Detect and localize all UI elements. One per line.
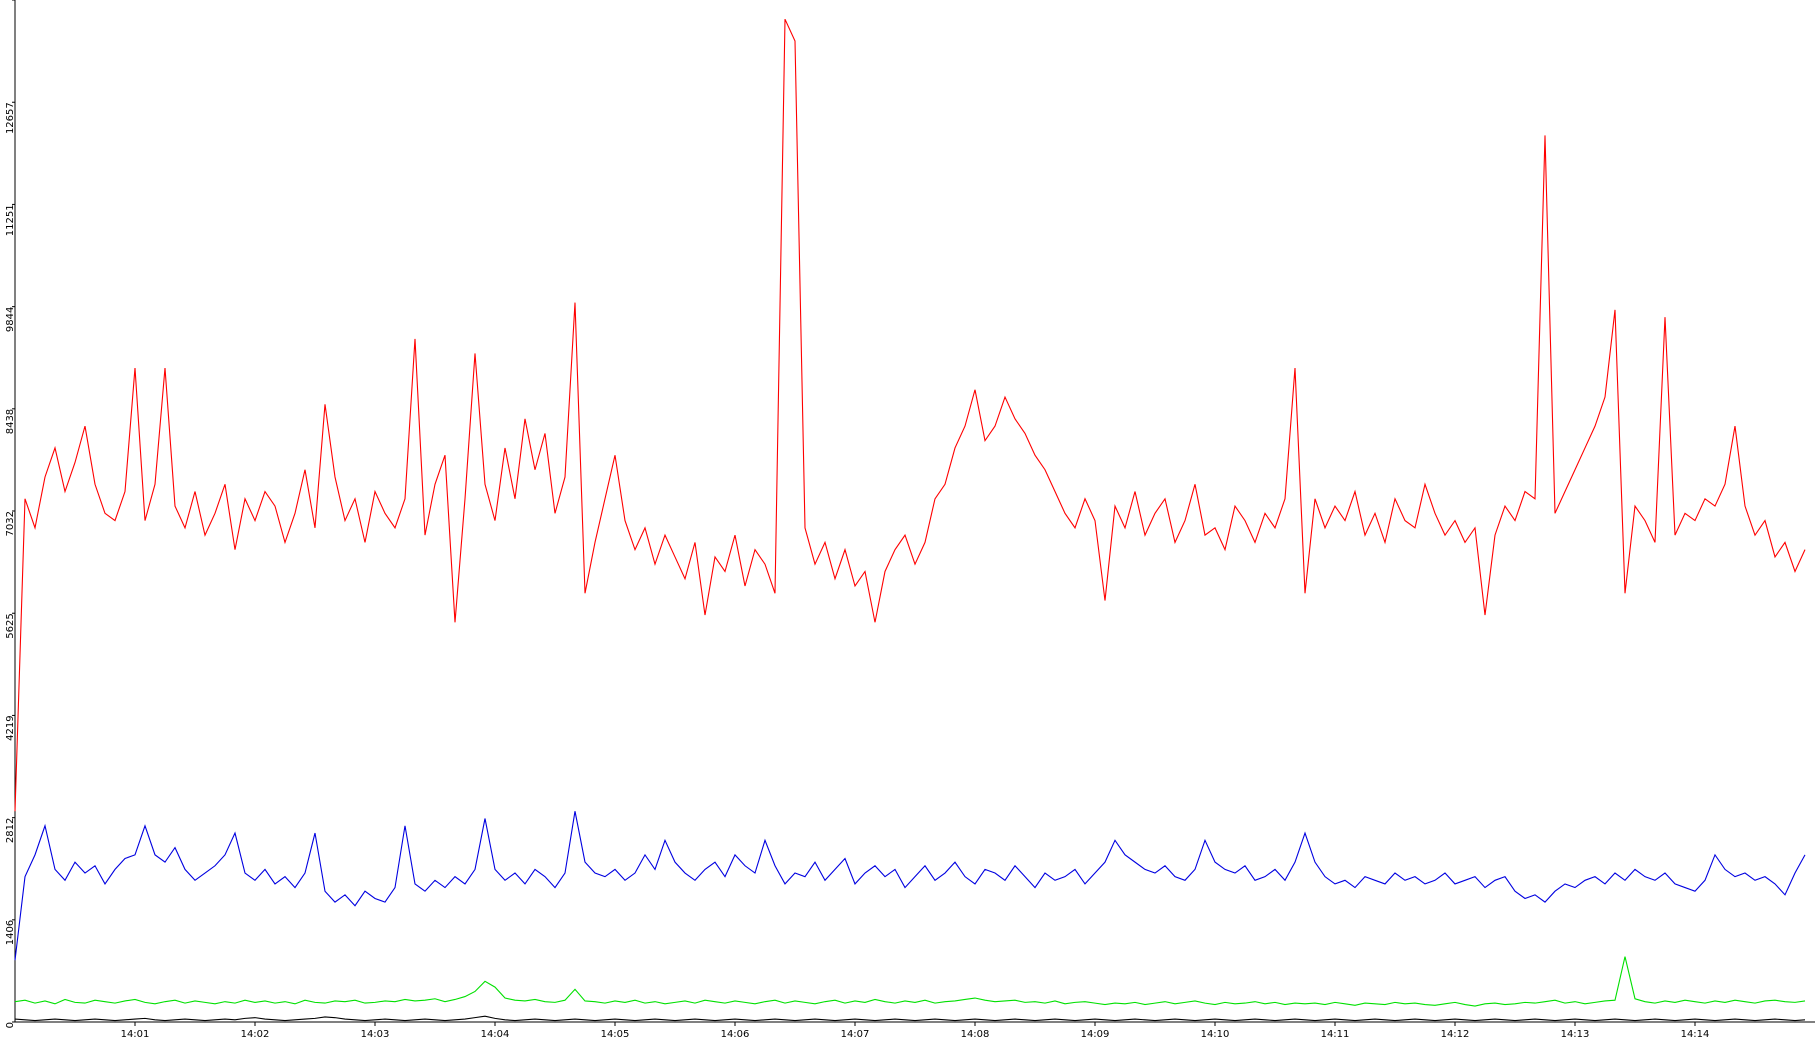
y-tick-label: 9844 bbox=[5, 307, 16, 332]
series-line bbox=[14, 811, 1806, 961]
x-tick-label: 14:10 bbox=[1201, 1029, 1230, 1039]
y-tick-label: 12657 bbox=[5, 102, 16, 134]
x-tick-label: 14:09 bbox=[1081, 1029, 1110, 1039]
series-line bbox=[14, 18, 1806, 812]
series-line bbox=[14, 1015, 1806, 1022]
y-tick-label: 11251 bbox=[5, 204, 16, 236]
x-tick-label: 14:06 bbox=[721, 1029, 750, 1039]
x-tick-label: 14:12 bbox=[1441, 1029, 1470, 1039]
y-tick-label: 7032 bbox=[5, 511, 16, 536]
y-tick-label: 0 bbox=[5, 1022, 16, 1028]
series-line bbox=[14, 956, 1806, 1007]
y-tick-label: 14064 bbox=[5, 0, 16, 1]
x-tick-label: 14:05 bbox=[601, 1029, 630, 1039]
x-tick-label: 14:08 bbox=[961, 1029, 990, 1039]
x-tick-label: 14:07 bbox=[841, 1029, 870, 1039]
x-tick-label: 14:04 bbox=[481, 1029, 510, 1039]
y-tick-label: 8438 bbox=[5, 409, 16, 434]
x-tick-label: 14:13 bbox=[1561, 1029, 1590, 1039]
y-tick-label: 1406 bbox=[5, 920, 16, 945]
x-tick-label: 14:01 bbox=[121, 1029, 150, 1039]
x-tick-label: 14:02 bbox=[241, 1029, 270, 1039]
x-tick-label: 14:03 bbox=[361, 1029, 390, 1039]
x-tick-label: 14:14 bbox=[1681, 1029, 1710, 1039]
y-tick-label: 5625 bbox=[5, 613, 16, 638]
x-tick-label: 14:11 bbox=[1321, 1029, 1350, 1039]
y-tick-label: 2812 bbox=[5, 818, 16, 843]
y-tick-label: 4219 bbox=[5, 715, 16, 740]
